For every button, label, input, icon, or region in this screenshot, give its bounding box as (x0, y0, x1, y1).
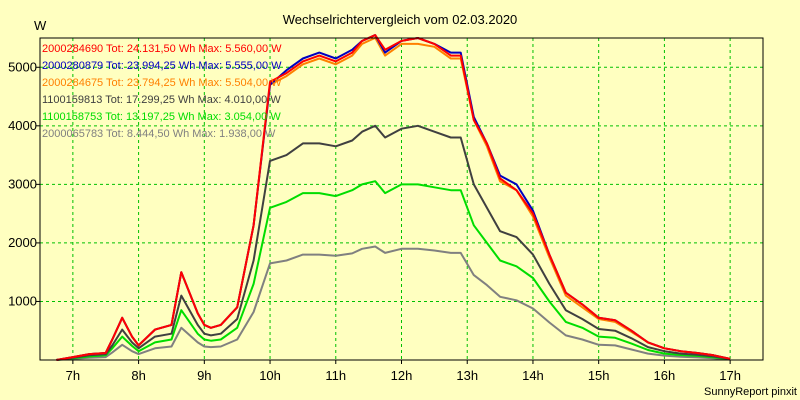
x-axis: 7h 8h 9h 10h 11h 12h 13h 14h 15h 16h 17h (66, 360, 741, 383)
y-tick-label: 3000 (8, 176, 37, 191)
y-tick-label: 2000 (8, 235, 37, 250)
chart-title: Wechselrichtervergleich vom 02.03.2020 (283, 12, 518, 27)
x-tick-label: 17h (719, 368, 741, 383)
footer-credit: SunnyReport pinxit (704, 386, 797, 398)
legend-entry: 2000280879 Tot: 23.994,25 Wh Max: 5.555,… (42, 60, 282, 72)
x-tick-label: 13h (456, 368, 478, 383)
x-tick-label: 7h (66, 368, 80, 383)
y-axis: 1000 2000 3000 4000 5000 (8, 59, 40, 308)
y-tick-label: 5000 (8, 59, 37, 74)
series-line-1100159813 (56, 124, 731, 361)
legend-entry: 2000065783 Tot: 8.444,50 Wh Max: 1.938,0… (42, 128, 276, 140)
x-tick-label: 10h (259, 368, 281, 383)
x-tick-label: 8h (131, 368, 145, 383)
x-tick-label: 15h (588, 368, 610, 383)
legend-entry: 2000284690 Tot: 24.131,50 Wh Max: 5.560,… (42, 43, 282, 55)
legend-entry: 2000284675 Tot: 23.794,25 Wh Max: 5.504,… (42, 77, 282, 89)
y-axis-label: W (34, 18, 47, 33)
legend-entry: 1100159813 Tot: 17.299,25 Wh Max: 4.010,… (42, 94, 281, 106)
series-line-1100158753 (56, 180, 731, 361)
y-tick-label: 4000 (8, 118, 37, 133)
x-tick-label: 14h (522, 368, 544, 383)
x-tick-label: 16h (654, 368, 676, 383)
x-tick-label: 9h (197, 368, 211, 383)
series-line-2000065783 (56, 245, 731, 361)
x-tick-label: 11h (325, 368, 346, 383)
x-tick-label: 12h (391, 368, 413, 383)
legend: 2000284690 Tot: 24.131,50 Wh Max: 5.560,… (42, 43, 282, 140)
legend-entry: 1100158753 Tot: 13.197,25 Wh Max: 3.054,… (42, 111, 281, 123)
y-tick-label: 1000 (8, 293, 37, 308)
